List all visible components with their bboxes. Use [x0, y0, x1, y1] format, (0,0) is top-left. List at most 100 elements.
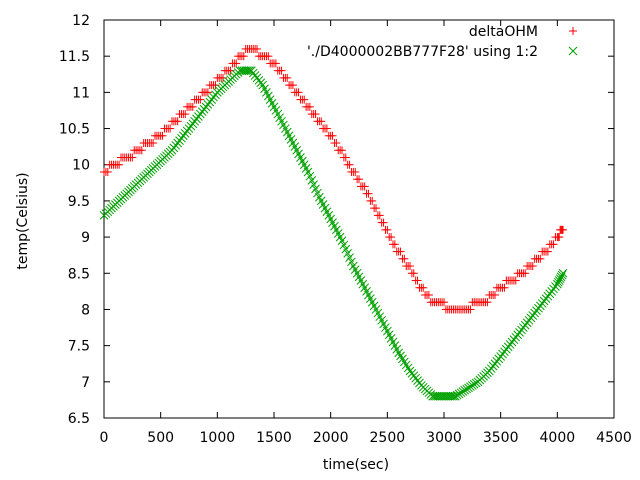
point-plus [491, 290, 499, 299]
point-plus [466, 305, 475, 314]
point-plus [419, 283, 428, 292]
point-plus [440, 298, 448, 307]
y-tick-label: 10 [72, 158, 90, 174]
point-plus [559, 225, 567, 234]
axis-ticks [103, 19, 615, 419]
point-cross [568, 46, 578, 56]
point-plus [528, 262, 537, 271]
point-plus [341, 153, 350, 162]
point-plus [277, 66, 286, 75]
y-tick-label: 9 [81, 230, 90, 246]
plot-border [103, 19, 615, 419]
point-plus [311, 110, 320, 119]
point-plus [264, 52, 273, 61]
point-plus [137, 146, 146, 155]
y-tick-label: 10.5 [59, 122, 90, 138]
point-cross [313, 188, 322, 198]
y-tick-label: 6.5 [68, 411, 90, 427]
point-plus [368, 196, 377, 205]
y-tick-labels: 6.5 7 7.5 8 8.5 9 9.5 10 10.5 11 11.5 12 [59, 13, 90, 427]
point-plus [181, 110, 190, 119]
point-plus [521, 269, 530, 278]
point-plus [288, 81, 297, 90]
y-tick-label: 12 [72, 13, 90, 29]
point-plus [409, 269, 418, 278]
point-plus [569, 27, 577, 35]
x-tick-label: 3000 [426, 430, 462, 446]
point-cross [341, 244, 351, 254]
point-plus [239, 52, 248, 61]
point-cross [305, 171, 315, 181]
point-plus [383, 225, 392, 234]
point-plus [253, 44, 261, 53]
point-plus [424, 290, 433, 299]
point-plus [483, 298, 492, 307]
y-axis-title: temp(Celsius) [15, 172, 31, 269]
point-plus [300, 95, 309, 104]
point-plus [173, 117, 182, 126]
point-plus [294, 88, 303, 97]
point-plus [338, 146, 346, 155]
point-plus [372, 204, 380, 213]
point-plus [351, 167, 360, 176]
point-cross [245, 66, 254, 76]
point-plus [328, 131, 337, 140]
y-tick-label: 9.5 [68, 194, 90, 210]
point-cross [339, 240, 349, 250]
point-plus [536, 254, 545, 263]
point-plus [500, 283, 509, 292]
legend-marker-cross [568, 46, 578, 56]
y-tick-label: 11.5 [59, 49, 90, 65]
y-tick-label: 11 [72, 85, 90, 101]
point-plus [211, 81, 220, 90]
legend-marker-plus [569, 27, 577, 35]
point-plus [406, 262, 414, 271]
y-tick-label: 8 [81, 302, 90, 318]
point-plus [543, 247, 552, 256]
point-plus [232, 59, 241, 68]
x-tick-label: 1000 [200, 430, 236, 446]
point-plus [396, 247, 405, 256]
point-plus [364, 189, 373, 198]
point-plus [332, 139, 341, 148]
point-plus [149, 139, 158, 148]
point-plus [549, 240, 558, 249]
point-plus [271, 59, 280, 68]
point-plus [203, 88, 212, 97]
plot-frame [103, 19, 615, 419]
y-tick-label: 7 [81, 375, 90, 391]
point-cross [557, 270, 567, 280]
point-plus [166, 124, 175, 133]
x-tick-label: 0 [100, 430, 109, 446]
point-plus [219, 73, 227, 82]
legend-label-deltaohm: deltaOHM [469, 24, 538, 40]
point-plus [390, 240, 399, 249]
y-tick-label: 7.5 [68, 339, 90, 355]
point-plus [188, 102, 197, 111]
point-plus [322, 124, 331, 133]
point-cross [307, 176, 317, 185]
y-tick-label: 8.5 [68, 266, 90, 282]
point-cross [345, 253, 354, 262]
point-plus [317, 117, 326, 126]
legend-label-d4000002bb777f28: './D4000002BB777F28' using 1:2 [307, 44, 538, 60]
point-cross [309, 180, 319, 189]
point-plus [196, 95, 205, 104]
point-cross [447, 391, 456, 401]
x-tick-label: 4000 [540, 430, 576, 446]
point-plus [103, 167, 112, 176]
x-tick-label: 3500 [483, 430, 519, 446]
point-cross [347, 257, 356, 267]
point-plus [128, 153, 137, 162]
point-plus [413, 276, 422, 285]
point-plus [555, 233, 564, 242]
point-cross [311, 184, 320, 194]
x-tick-label: 2000 [313, 430, 349, 446]
series-deltaohm [100, 44, 567, 314]
point-plus [360, 182, 369, 191]
point-plus [305, 102, 314, 111]
point-plus [400, 254, 409, 263]
legend: deltaOHM './D4000002BB777F28' using 1:2 [307, 24, 578, 60]
point-plus [387, 233, 396, 242]
